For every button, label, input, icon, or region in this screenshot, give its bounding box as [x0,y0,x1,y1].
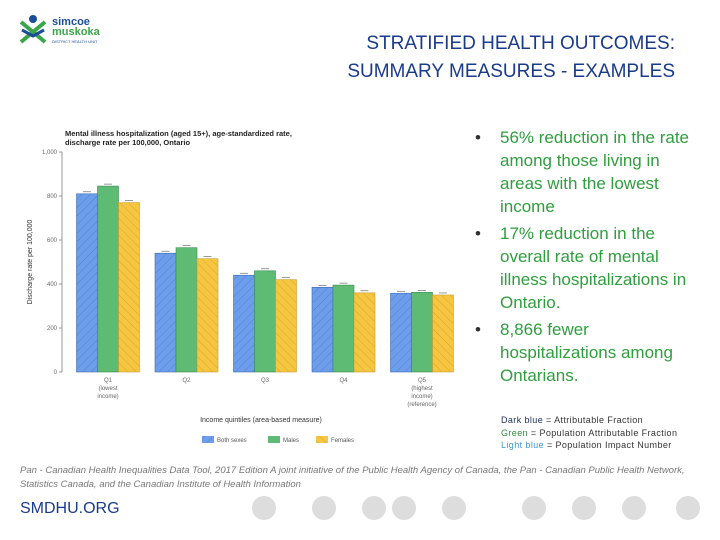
y-tick-label: 800 [47,194,58,200]
bar-hatch [76,193,98,372]
x-tick-label: Q3 [261,378,270,384]
logo-subtext: DISTRICT HEALTH UNIT [52,39,98,44]
logo: simcoe muskoka DISTRICT HEALTH UNIT [18,14,118,48]
source-citation: Pan - Canadian Health Inequalities Data … [20,465,685,490]
bullet-item: • 56% reduction in the rate among those l… [470,126,705,218]
note: Light blue = Population Impact Number [501,439,677,452]
note: Dark blue = Attributable Fraction [501,414,677,427]
bullet-text: 17% reduction in the overall rate of men… [500,224,687,312]
note-key: Dark blue [501,415,544,425]
bullet-text: 56% reduction in the rate among those li… [500,128,690,216]
legend-label: Both sexes [217,438,247,444]
note: Green = Population Attributable Fraction [501,427,677,440]
bar-males [411,292,433,373]
bullet-dot: • [475,224,481,243]
circle-decoration [676,496,700,520]
chart-title: Mental illness hospitalization (aged 15+… [65,129,292,147]
bar-hatch [233,275,255,372]
note-key: Green [501,427,529,438]
title-line: STRATIFIED HEALTH OUTCOMES: [366,33,675,54]
y-tick-label: 400 [47,282,58,288]
x-tick-label: Q1 [104,378,113,384]
y-tick-label: 200 [47,326,58,332]
x-tick-label: income) [411,394,432,400]
bar-hatch [432,295,454,372]
x-tick-label: (lowest [98,386,117,392]
bullet-item: • 17% reduction in the overall rate of me… [470,222,705,314]
circle-decoration [622,496,646,520]
bar-hatch [197,258,218,372]
circle-decoration [362,496,386,520]
y-axis-label: Discharge rate per 100,000 [27,219,34,304]
circle-decoration [312,496,336,520]
note-text: = Population Attributable Fraction [528,427,678,438]
x-tick-label: Q5 [418,378,427,384]
circle-decoration [392,496,416,520]
bar-hatch [275,279,297,372]
bullet-dot: • [475,320,481,339]
circle-decoration [572,496,596,520]
bar-males [97,185,119,373]
page-title: STRATIFIED HEALTH OUTCOMES: SUMMARY MEAS… [347,30,675,86]
note-text: = Population Impact Number [544,440,672,450]
bar-hatch [312,287,333,372]
bullet-item: • 8,866 fewer hospitalizations among Onta… [470,318,705,387]
note-text: = Attributable Fraction [543,415,644,425]
legend-label: Males [283,438,299,444]
bar-hatch [155,253,176,372]
bar-hatch [354,292,375,372]
bar-hatch [118,202,140,372]
legend-swatch-hatch [202,436,214,443]
circle-decoration [442,496,466,520]
note-key: Light blue [501,440,545,450]
y-tick-label: 0 [54,370,58,376]
legend-label: Females [331,438,354,444]
x-tick-label: (highest [411,386,433,392]
y-tick-label: 600 [47,238,58,244]
legend-swatch-hatch [316,436,328,443]
bullet-text: 8,866 fewer hospitalizations among Ontar… [500,320,673,385]
bar-chart: Mental illness hospitalization (aged 15+… [27,129,454,444]
x-tick-label: income) [97,394,118,400]
y-tick-label: 1,000 [42,150,58,156]
title-line: SUMMARY MEASURES - EXAMPLES [347,61,675,82]
bar-males [332,284,355,373]
bar-males [175,247,198,373]
logo-text: muskoka [52,26,100,38]
color-notes: Dark blue = Attributable Fraction Green … [501,414,677,452]
bullet-dot: • [475,128,481,147]
legend-swatch [268,436,280,443]
x-tick-label: (reference) [407,402,436,408]
logo-figure-icon [19,15,47,44]
x-axis-label: Income quintiles (area-based measure) [200,417,322,424]
bar-hatch [390,293,412,372]
website-link[interactable]: SMDHU.ORG [20,500,120,517]
bullet-list: • 56% reduction in the rate among those l… [470,126,705,391]
x-tick-label: Q4 [339,378,348,384]
bar-males [254,270,276,373]
circle-decoration [522,496,546,520]
circle-decoration [252,496,276,520]
x-tick-label: Q2 [182,378,191,384]
logo-text: simcoe [52,16,90,28]
